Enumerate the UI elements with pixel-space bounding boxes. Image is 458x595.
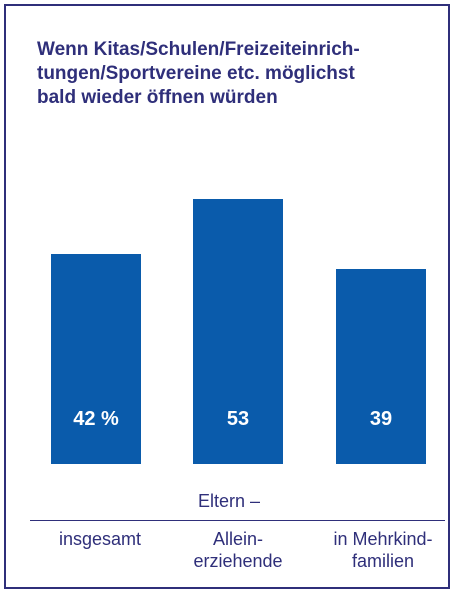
category-label-mehrkindfamilien-line-2: familien bbox=[351, 551, 415, 571]
bar-alleinerziehende bbox=[193, 199, 283, 464]
chart-frame bbox=[4, 4, 450, 589]
category-label-alleinerziehende: Allein- erziehende bbox=[168, 528, 308, 572]
category-label-alleinerziehende-line-1: Allein- bbox=[212, 529, 264, 549]
group-label: Eltern – bbox=[197, 491, 261, 511]
bar-mehrkindfamilien bbox=[336, 269, 426, 464]
bar-insgesamt bbox=[51, 254, 141, 464]
value-label-alleinerziehende: 53 bbox=[227, 408, 249, 430]
category-label-mehrkindfamilien-line-1: in Mehrkind- bbox=[333, 529, 433, 549]
category-label-insgesamt-line-1: insgesamt bbox=[58, 529, 142, 549]
chart-title: Wenn Kitas/Schulen/Freizeiteinrich- tung… bbox=[37, 38, 437, 110]
category-label-insgesamt: insgesamt bbox=[30, 528, 170, 550]
group-divider bbox=[30, 520, 445, 521]
chart-title-line-3: bald wieder öffnen würden bbox=[37, 87, 278, 108]
category-label-mehrkindfamilien: in Mehrkind- familien bbox=[313, 528, 453, 572]
category-label-alleinerziehende-line-2: erziehende bbox=[193, 551, 283, 571]
chart-title-line-2: tungen/Sportvereine etc. möglichst bbox=[37, 63, 355, 84]
chart-title-line-1: Wenn Kitas/Schulen/Freizeiteinrich- bbox=[37, 39, 360, 60]
value-label-mehrkindfamilien: 39 bbox=[370, 408, 392, 430]
value-label-insgesamt: 42 % bbox=[73, 408, 119, 430]
